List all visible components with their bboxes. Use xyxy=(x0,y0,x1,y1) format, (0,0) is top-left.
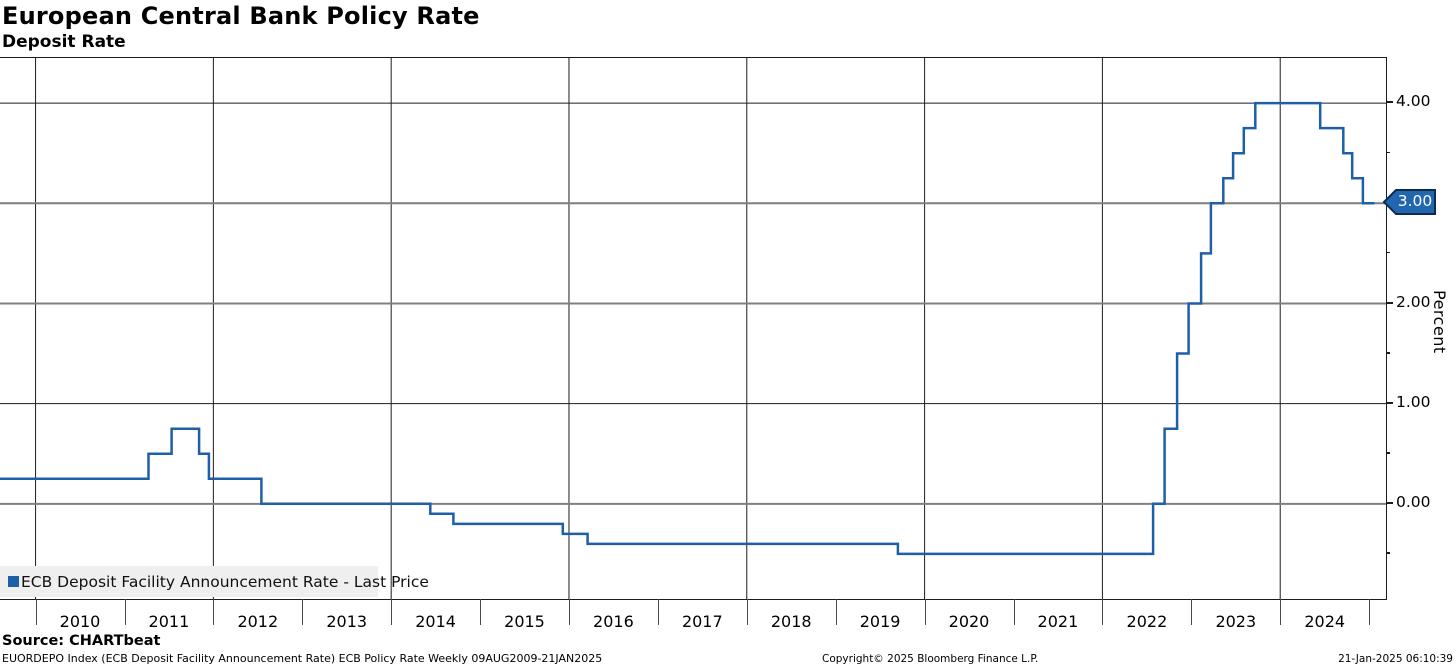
x-axis-year-label: 2021 xyxy=(1037,612,1079,631)
x-axis-year-label: 2015 xyxy=(504,612,545,631)
x-axis-year-label: 2013 xyxy=(326,612,368,631)
x-axis-tick xyxy=(124,599,126,625)
x-axis-tick xyxy=(480,599,482,625)
x-axis-tick xyxy=(746,599,748,625)
plot-area xyxy=(0,57,1387,600)
x-axis-tick xyxy=(1191,599,1193,625)
x-axis-year-label: 2011 xyxy=(148,612,190,631)
series-swatch-icon xyxy=(8,576,19,587)
y-axis-tick-label: 4.00 xyxy=(1396,92,1431,111)
page-title: European Central Bank Policy Rate xyxy=(2,2,480,30)
x-axis-tick xyxy=(657,599,659,625)
x-axis-year-label: 2012 xyxy=(237,612,279,631)
x-axis-year-label: 2010 xyxy=(59,612,101,631)
ticker-footnote: EUORDEPO Index (ECB Deposit Facility Ann… xyxy=(2,652,603,665)
x-axis-tick xyxy=(35,599,37,625)
chart-subtitle: Deposit Rate xyxy=(2,32,126,52)
x-axis-year-label: 2018 xyxy=(770,612,812,631)
x-axis-year-label: 2019 xyxy=(859,612,901,631)
x-axis-tick xyxy=(1102,599,1104,625)
source-line: Source: CHARTbeat xyxy=(2,633,161,649)
y-axis-minor-tick xyxy=(1386,151,1390,154)
y-axis-tick-label: 0.00 xyxy=(1396,492,1431,511)
price-line xyxy=(0,101,1375,556)
x-axis: 2010 2011 2012 2013 2014 2015 2016 2017 2018 2019… xyxy=(0,599,1386,644)
y-axis-minor-tick xyxy=(1386,251,1390,254)
y-axis-major-tick xyxy=(1386,301,1393,304)
price-step-line-chart xyxy=(0,58,1386,599)
x-axis-year-label: 2024 xyxy=(1304,612,1346,631)
x-axis-year-label: 2020 xyxy=(948,612,990,631)
last-price-value: 3.00 xyxy=(1397,192,1433,211)
x-axis-year-label: 2022 xyxy=(1126,612,1168,631)
copyright-text: Copyright© 2025 Bloomberg Finance L.P. xyxy=(822,653,1039,665)
y-axis-minor-tick xyxy=(1386,352,1390,354)
x-axis-year-label: 2023 xyxy=(1215,612,1257,631)
x-axis-tick xyxy=(1013,599,1015,625)
y-axis-unit-label: Percent xyxy=(1430,290,1449,354)
x-axis-tick xyxy=(835,599,837,625)
timestamp-text: 21-Jan-2025 06:10:39 xyxy=(1338,653,1453,665)
x-axis-year-label: 2016 xyxy=(593,612,634,631)
legend-item[interactable]: ECB Deposit Facility Announcement Rate -… xyxy=(0,566,429,597)
y-axis-tick-label: 2.00 xyxy=(1396,292,1431,311)
x-axis-year-label: 2017 xyxy=(681,612,723,631)
y-axis-tick-label: 1.00 xyxy=(1396,392,1431,411)
last-price-badge: 3.00 xyxy=(1382,188,1438,216)
x-axis-year-label: 2014 xyxy=(415,612,456,631)
x-axis-tick xyxy=(569,599,570,625)
y-axis-major-tick xyxy=(1386,401,1393,404)
legend-label: ECB Deposit Facility Announcement Rate -… xyxy=(21,572,429,591)
y-axis-major-tick xyxy=(1386,101,1393,104)
x-axis-tick xyxy=(1369,599,1371,625)
x-axis-tick xyxy=(302,599,304,625)
x-axis-tick xyxy=(1280,599,1282,625)
y-axis-major-tick xyxy=(1386,501,1393,504)
y-axis-minor-tick xyxy=(1386,552,1390,554)
x-axis-tick xyxy=(391,599,393,625)
y-axis-minor-tick xyxy=(1386,452,1390,454)
x-axis-tick xyxy=(924,599,926,625)
x-axis-tick xyxy=(213,599,215,625)
